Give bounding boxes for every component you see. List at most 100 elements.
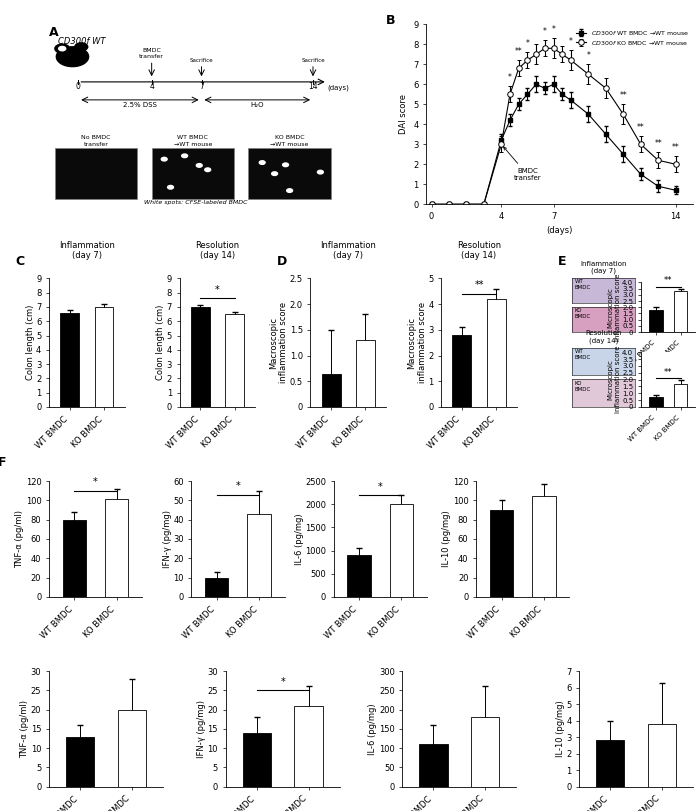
Y-axis label: IL-10 (pg/mg): IL-10 (pg/mg) — [442, 511, 452, 568]
Bar — [356, 340, 375, 407]
Circle shape — [283, 163, 288, 166]
Text: Sacrifice: Sacrifice — [190, 58, 214, 63]
Text: CD300f WT: CD300f WT — [58, 37, 105, 46]
Text: F: F — [0, 456, 6, 469]
Bar — [649, 397, 663, 407]
Y-axis label: Macroscopic
inflammation score: Macroscopic inflammation score — [407, 303, 427, 384]
Text: *: * — [552, 25, 556, 34]
Text: WT
BMDC: WT BMDC — [575, 279, 591, 290]
Text: 2.5% DSS: 2.5% DSS — [123, 102, 157, 108]
Text: No BMDC
transfer: No BMDC transfer — [81, 135, 111, 147]
Text: **: ** — [475, 280, 484, 290]
Bar — [191, 307, 210, 407]
Text: 7: 7 — [199, 82, 204, 91]
Text: 14: 14 — [308, 82, 318, 91]
Text: **: ** — [664, 277, 673, 285]
X-axis label: (days): (days) — [547, 226, 573, 235]
Text: *: * — [543, 27, 547, 36]
Bar — [674, 384, 687, 407]
Text: *: * — [378, 482, 383, 491]
Legend: $CD300f$ WT BMDC →WT mouse, $CD300f$ KO BMDC →WT mouse: $CD300f$ WT BMDC →WT mouse, $CD300f$ KO … — [575, 28, 690, 48]
Bar — [248, 514, 271, 597]
Y-axis label: TNF-α (pg/ml): TNF-α (pg/ml) — [20, 700, 29, 757]
Y-axis label: TNF-α (pg/ml): TNF-α (pg/ml) — [15, 510, 24, 568]
Bar — [60, 313, 79, 407]
Y-axis label: IL-6 (pg/mg): IL-6 (pg/mg) — [368, 703, 377, 755]
Circle shape — [161, 157, 167, 161]
Bar — [674, 291, 687, 332]
Text: C: C — [15, 255, 24, 268]
Text: (days): (days) — [328, 84, 349, 91]
Text: KO BMDC
→WT mouse: KO BMDC →WT mouse — [270, 135, 309, 147]
Circle shape — [205, 168, 211, 172]
Text: BMDC
transfer: BMDC transfer — [504, 147, 541, 181]
Text: *: * — [236, 481, 240, 491]
Y-axis label: Macroscopic
inflammation score: Macroscopic inflammation score — [269, 303, 288, 384]
Text: Sacrifice: Sacrifice — [301, 58, 325, 63]
Text: D: D — [276, 255, 287, 268]
Text: A: A — [49, 26, 59, 39]
Text: H₂O: H₂O — [251, 102, 264, 108]
Y-axis label: IFN-γ (pg/mg): IFN-γ (pg/mg) — [197, 700, 206, 757]
Text: B: B — [386, 14, 395, 27]
Bar — [649, 310, 663, 332]
Bar — [471, 717, 500, 787]
Y-axis label: DAI score: DAI score — [399, 94, 408, 135]
Bar — [242, 732, 271, 787]
Bar — [347, 556, 371, 597]
Text: *: * — [508, 73, 512, 82]
Text: **: ** — [664, 367, 673, 376]
Circle shape — [287, 189, 293, 192]
Circle shape — [317, 170, 323, 174]
Text: Resolution
(day 14): Resolution (day 14) — [195, 241, 239, 260]
Circle shape — [56, 47, 89, 67]
Circle shape — [75, 43, 88, 51]
Circle shape — [55, 44, 69, 53]
Text: Resolution
(day 14): Resolution (day 14) — [585, 330, 622, 344]
Bar — [94, 307, 113, 407]
Bar — [596, 740, 624, 787]
Circle shape — [259, 161, 265, 165]
Text: **: ** — [654, 139, 662, 148]
Bar — [452, 335, 471, 407]
Circle shape — [182, 154, 188, 157]
Circle shape — [196, 164, 202, 167]
Bar — [66, 736, 94, 787]
Text: 4: 4 — [149, 82, 154, 91]
Bar — [419, 744, 448, 787]
Bar — [390, 504, 413, 597]
Circle shape — [59, 46, 66, 51]
Bar — [248, 148, 330, 199]
Bar — [63, 520, 86, 597]
Text: **: ** — [637, 123, 645, 132]
Text: WT BMDC
→WT mouse: WT BMDC →WT mouse — [174, 135, 212, 147]
Bar — [225, 314, 244, 407]
Text: *: * — [215, 285, 220, 294]
Bar — [55, 148, 137, 199]
Text: Inflammation
(day 7): Inflammation (day 7) — [59, 241, 115, 260]
Text: WT
BMDC: WT BMDC — [575, 349, 591, 360]
Bar — [205, 577, 228, 597]
Y-axis label: IL-6 (pg/mg): IL-6 (pg/mg) — [295, 513, 304, 564]
Text: *: * — [280, 677, 285, 687]
Y-axis label: IL-10 (pg/mg): IL-10 (pg/mg) — [556, 701, 565, 757]
Y-axis label: Microscopic
inflammation score: Microscopic inflammation score — [608, 345, 621, 414]
Bar — [532, 496, 556, 597]
Circle shape — [272, 172, 277, 175]
Bar — [490, 510, 513, 597]
Text: *: * — [93, 478, 98, 487]
Text: KO
BMDC: KO BMDC — [575, 380, 591, 392]
Text: 0: 0 — [76, 82, 80, 91]
Text: Inflammation
(day 7): Inflammation (day 7) — [580, 260, 626, 274]
Y-axis label: IFN-γ (pg/mg): IFN-γ (pg/mg) — [162, 510, 172, 568]
Y-axis label: Microscopic
inflammation score: Microscopic inflammation score — [608, 273, 621, 341]
Text: **: ** — [620, 91, 627, 100]
Text: *: * — [587, 51, 590, 60]
Bar — [294, 706, 323, 787]
Text: **: ** — [672, 143, 680, 152]
Text: *: * — [569, 37, 573, 46]
Text: Inflammation
(day 7): Inflammation (day 7) — [321, 241, 376, 260]
Bar — [648, 724, 676, 787]
Bar — [118, 710, 146, 787]
Text: *: * — [526, 39, 529, 48]
